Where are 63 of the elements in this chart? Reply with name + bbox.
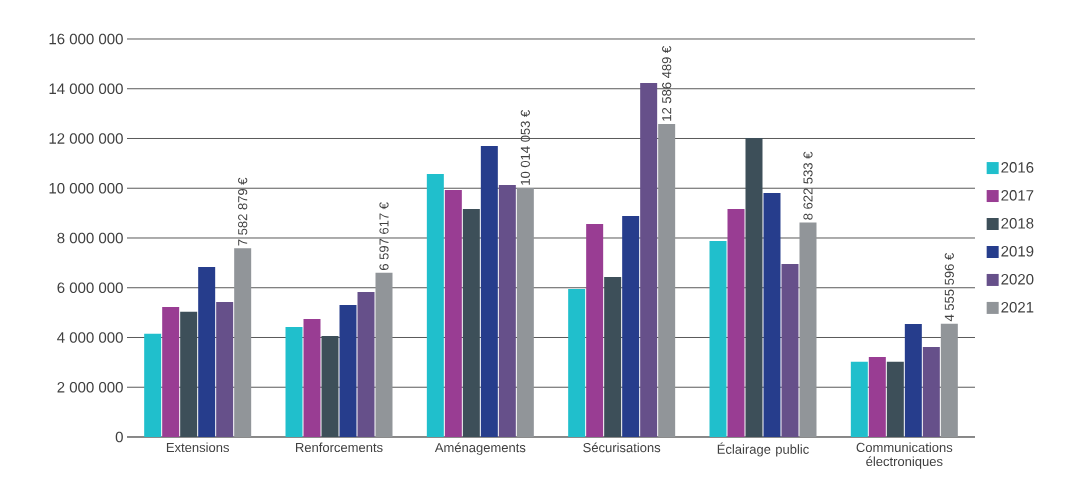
legend-label: 2020 [1001, 273, 1034, 285]
bar [727, 208, 745, 437]
bar [922, 346, 940, 437]
bar [516, 187, 534, 437]
legend-label: 2019 [1001, 245, 1034, 257]
bar [640, 83, 658, 437]
y-tick-label: 12 000 000 [49, 133, 123, 144]
bar [357, 291, 375, 437]
bar [234, 248, 252, 437]
bar [586, 224, 604, 437]
data-label: 8 622 533 € [803, 151, 813, 220]
y-tick-label: 0 [115, 431, 123, 443]
data-label: 4 555 596 € [944, 253, 954, 322]
bar [462, 208, 480, 437]
bar [339, 304, 357, 437]
bar [321, 336, 339, 437]
bar [375, 272, 393, 437]
bar [886, 361, 904, 437]
bar [709, 240, 727, 437]
x-tick-label: Sécurisations [583, 442, 661, 453]
data-label: 7 582 879 € [238, 177, 248, 246]
bar [144, 333, 162, 437]
bar [285, 327, 303, 437]
bar [568, 288, 586, 437]
y-tick-label: 16 000 000 [49, 33, 123, 45]
bar [763, 192, 781, 437]
bar [904, 324, 922, 437]
bar [745, 137, 763, 437]
legend-label: 2018 [1001, 218, 1034, 229]
y-tick-label: 4 000 000 [57, 332, 123, 343]
x-tick-label: Renforcements [296, 442, 383, 453]
bar [868, 356, 886, 437]
data-label: 6 597 617 € [379, 202, 389, 271]
bar [940, 323, 958, 437]
legend-label: 2021 [1001, 301, 1034, 313]
y-tick-label: 14 000 000 [49, 83, 123, 95]
bar [303, 319, 321, 437]
bar [480, 145, 498, 437]
bar [799, 222, 817, 437]
bar [604, 277, 622, 437]
y-tick-label: 8 000 000 [57, 232, 123, 244]
y-tick-label: 10 000 000 [49, 182, 123, 194]
data-label: 10 014 053 € [520, 110, 530, 185]
y-tick-label: 6 000 000 [57, 282, 123, 294]
legend-label: 2016 [1001, 162, 1034, 173]
bar [498, 185, 516, 437]
x-tick-label: Aménagements [434, 442, 526, 455]
y-tick-label: 2 000 000 [57, 381, 123, 393]
bar [850, 361, 868, 437]
bar [216, 301, 234, 437]
bar [162, 306, 180, 437]
data-label: 12 586 489 € [662, 46, 672, 121]
bar [444, 189, 462, 437]
x-tick-label: Extensions [166, 442, 229, 453]
x-tick-label: Communications électroniques [856, 442, 953, 469]
bar [180, 311, 198, 437]
bar [426, 174, 444, 437]
legend-label: 2017 [1001, 190, 1034, 201]
bar [781, 264, 799, 437]
bar [658, 123, 676, 437]
x-tick-label: Éclairage public [717, 442, 809, 457]
bar [622, 216, 640, 437]
bar [198, 267, 216, 437]
